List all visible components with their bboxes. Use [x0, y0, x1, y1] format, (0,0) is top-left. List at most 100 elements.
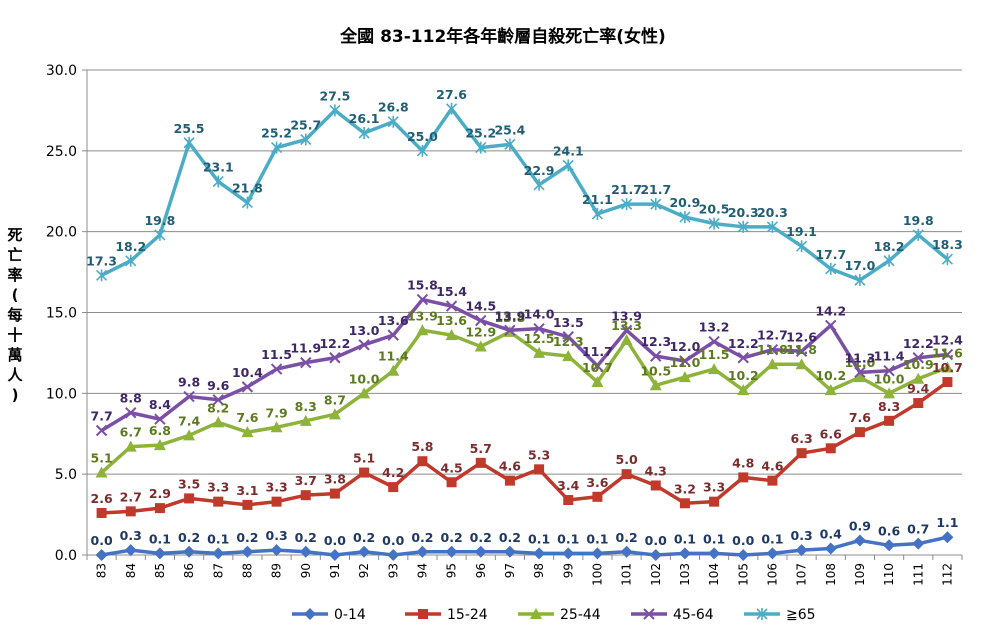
y-tick-label: 0.0	[55, 548, 77, 564]
legend-label: 0-14	[334, 607, 366, 623]
data-label: 3.5	[178, 476, 200, 491]
x-tick-label: 92	[357, 563, 371, 578]
data-point	[912, 352, 924, 364]
data-point	[416, 324, 429, 336]
data-point	[416, 293, 429, 306]
data-point	[153, 547, 166, 560]
x-tick-label: 96	[474, 563, 488, 578]
data-label: 18.3	[932, 237, 963, 252]
chart-title: 全國 83-112年各年齡層自殺死亡率(女性)	[339, 26, 666, 47]
data-label: 8.7	[324, 392, 346, 407]
data-point	[416, 545, 429, 558]
data-point	[329, 488, 340, 499]
data-point	[213, 496, 224, 507]
data-point	[737, 352, 749, 364]
data-label: 0.9	[849, 518, 871, 533]
data-label: 0.3	[791, 528, 813, 543]
data-point	[271, 141, 283, 154]
data-label: 19.8	[144, 213, 175, 228]
x-tick-label: 97	[503, 563, 517, 578]
data-label: 12.6	[786, 329, 817, 344]
data-label: 24.1	[553, 143, 584, 158]
data-label: 0.0	[732, 533, 754, 548]
x-tick-label: 88	[240, 563, 254, 578]
data-label: 0.2	[353, 530, 375, 545]
data-label: 5.0	[616, 452, 638, 467]
data-label: 25.0	[407, 129, 438, 144]
data-point	[883, 364, 895, 377]
data-point	[241, 426, 254, 438]
data-point	[124, 544, 137, 557]
data-point	[562, 350, 575, 362]
x-tick-label: 83	[95, 563, 109, 578]
series-45-64	[95, 293, 954, 437]
series-25-44	[95, 324, 954, 478]
data-point	[328, 408, 341, 420]
x-tick-label: 107	[795, 563, 809, 586]
x-tick-label: 112	[940, 563, 954, 586]
data-point	[212, 547, 225, 560]
data-label: 9.6	[207, 378, 229, 393]
data-point	[766, 547, 779, 560]
y-axis-label-char: 人	[7, 366, 23, 384]
data-point	[271, 496, 282, 507]
legend-label: ≧65	[786, 607, 816, 623]
data-point	[650, 350, 662, 362]
data-point	[387, 115, 399, 128]
x-tick-label: 85	[153, 563, 167, 578]
data-label: 12.5	[524, 331, 555, 346]
data-label: 11.0	[844, 355, 875, 370]
data-label: 0.0	[91, 533, 113, 548]
axes	[82, 69, 963, 560]
data-label: 6.7	[120, 425, 142, 440]
data-label: 4.6	[761, 459, 783, 474]
data-point	[212, 416, 225, 428]
data-point	[643, 608, 655, 620]
data-label: 0.2	[616, 530, 638, 545]
data-point	[417, 456, 428, 467]
data-label: 21.8	[232, 181, 263, 196]
data-point	[329, 352, 341, 364]
data-label: 0.2	[470, 530, 492, 545]
data-label: 26.1	[349, 111, 380, 126]
data-label: 17.3	[86, 253, 117, 268]
data-point	[941, 361, 954, 373]
y-tick-label: 20.0	[46, 225, 77, 241]
data-label: 12.0	[669, 339, 700, 354]
data-point	[854, 427, 865, 438]
x-tick-label: 111	[911, 563, 925, 586]
x-tick-label: 91	[328, 563, 342, 578]
data-point	[96, 507, 107, 518]
data-label: 8.2	[207, 400, 229, 415]
x-tick-label: 86	[182, 563, 196, 578]
data-label: 12.2	[728, 336, 759, 351]
data-label: 0.1	[149, 531, 171, 546]
data-labels: 0.0 0.3 0.1 0.2 0.1 0.2 0.3 0.2 0.0 0.2 0.0 0.2 0.2 0…	[86, 87, 963, 548]
data-point	[418, 609, 428, 619]
data-point	[941, 253, 953, 266]
data-point	[591, 207, 603, 220]
data-label: 0.0	[645, 533, 667, 548]
data-label: 10.4	[232, 365, 263, 380]
y-axis-label-char: (	[12, 286, 19, 304]
data-point	[533, 547, 546, 560]
x-tick-label: 110	[882, 563, 896, 586]
data-point	[591, 360, 604, 372]
data-label: 7.6	[236, 410, 258, 425]
data-label: 3.3	[207, 480, 229, 495]
data-label: 17.7	[815, 247, 846, 262]
data-label: 19.8	[903, 213, 934, 228]
data-label: 10.2	[728, 368, 759, 383]
data-label: 22.9	[524, 163, 555, 178]
series-≧65	[96, 102, 953, 287]
data-point	[270, 363, 283, 375]
data-point	[445, 545, 458, 558]
data-point	[183, 429, 196, 441]
data-point	[184, 493, 195, 504]
data-point	[941, 348, 954, 361]
data-point	[767, 475, 778, 486]
data-label: 10.9	[903, 357, 934, 372]
data-point	[212, 175, 224, 188]
y-tick-label: 25.0	[46, 144, 77, 160]
data-label: 13.5	[553, 315, 584, 330]
